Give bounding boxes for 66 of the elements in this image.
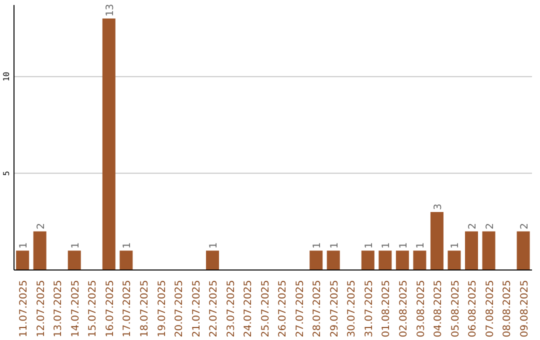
y-tick-label: 10 xyxy=(2,72,11,82)
bar xyxy=(396,250,409,270)
data-label: 2 xyxy=(468,222,479,230)
bar xyxy=(16,250,30,270)
x-tick-label: 25.07.2025 xyxy=(260,280,272,338)
data-label: 2 xyxy=(484,222,496,230)
x-tick-label: 13.07.2025 xyxy=(53,280,64,338)
bar xyxy=(310,250,323,270)
x-tick-label: 04.08.2025 xyxy=(433,280,444,338)
data-label: 1 xyxy=(398,242,410,249)
x-tick-label: 31.07.2025 xyxy=(364,280,375,338)
x-tick-label: 23.07.2025 xyxy=(226,280,237,338)
x-tick-label: 22.07.2025 xyxy=(208,280,220,338)
data-label: 1 xyxy=(329,242,340,249)
x-tick-label: 03.08.2025 xyxy=(416,280,427,338)
x-tick-label: 18.07.2025 xyxy=(140,280,150,338)
x-tick-label: 28.07.2025 xyxy=(312,280,324,338)
x-tick-label: 01.08.2025 xyxy=(381,280,392,338)
x-tick-label: 12.07.2025 xyxy=(36,280,47,338)
data-label: 1 xyxy=(364,242,375,249)
x-tick-label: 08.08.2025 xyxy=(502,280,514,338)
data-label: 1 xyxy=(416,242,427,249)
data-label: 13 xyxy=(104,4,116,17)
x-tick-label: 21.07.2025 xyxy=(191,280,202,338)
bar xyxy=(413,250,426,270)
data-label: 1 xyxy=(18,242,30,249)
x-tick-label: 06.08.2025 xyxy=(468,280,479,338)
x-tick-label: 30.07.2025 xyxy=(346,280,358,338)
data-label: 1 xyxy=(312,242,324,249)
data-label: 1 xyxy=(70,242,82,249)
x-tick-label: 02.08.2025 xyxy=(398,280,410,338)
bar xyxy=(120,250,133,270)
bar xyxy=(33,231,46,270)
y-tick-label: 5 xyxy=(2,170,11,176)
x-tick-label: 09.08.2025 xyxy=(519,280,530,338)
data-label: 1 xyxy=(208,242,220,249)
bar xyxy=(102,18,116,270)
x-tick-label: 24.07.2025 xyxy=(243,280,254,338)
bar xyxy=(378,250,392,270)
x-tick-label: 11.07.2025 xyxy=(18,280,30,338)
data-label: 1 xyxy=(122,242,134,249)
x-tick-label: 29.07.2025 xyxy=(329,280,340,338)
bar xyxy=(206,250,220,270)
x-tick-label: 07.08.2025 xyxy=(484,280,496,338)
x-tick-label: 16.07.2025 xyxy=(104,280,116,338)
x-tick-label: 26.07.2025 xyxy=(278,280,289,338)
x-tick-label: 14.07.2025 xyxy=(70,280,82,338)
x-tick-label: 05.08.2025 xyxy=(450,280,462,338)
bar xyxy=(448,250,461,270)
x-tick-label: 15.07.2025 xyxy=(88,280,99,338)
x-tick-label: 20.07.2025 xyxy=(174,280,186,338)
x-tick-label: 19.07.2025 xyxy=(156,280,168,338)
data-label: 1 xyxy=(381,242,392,249)
bar xyxy=(326,250,340,270)
bar xyxy=(361,250,374,270)
data-label: 2 xyxy=(519,222,530,230)
bar xyxy=(68,250,81,270)
bar xyxy=(430,212,444,270)
data-label: 1 xyxy=(450,242,462,249)
bar xyxy=(516,231,530,270)
x-tick-label: 17.07.2025 xyxy=(122,280,134,338)
data-label: 2 xyxy=(36,222,47,230)
x-tick-label: 27.07.2025 xyxy=(294,280,306,338)
bar xyxy=(465,231,478,270)
bar xyxy=(482,231,496,270)
data-label: 3 xyxy=(432,204,444,210)
